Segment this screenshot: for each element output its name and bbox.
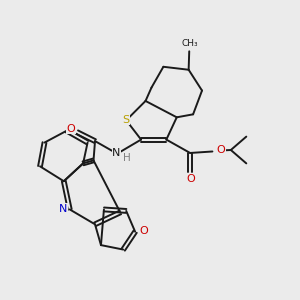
Text: O: O [186,174,195,184]
Text: H: H [123,153,131,163]
Text: O: O [66,124,75,134]
Text: O: O [216,145,225,155]
Text: CH₃: CH₃ [182,38,198,47]
Text: N: N [59,204,68,214]
Text: O: O [140,226,148,236]
Text: N: N [112,148,121,158]
Text: S: S [122,115,129,125]
